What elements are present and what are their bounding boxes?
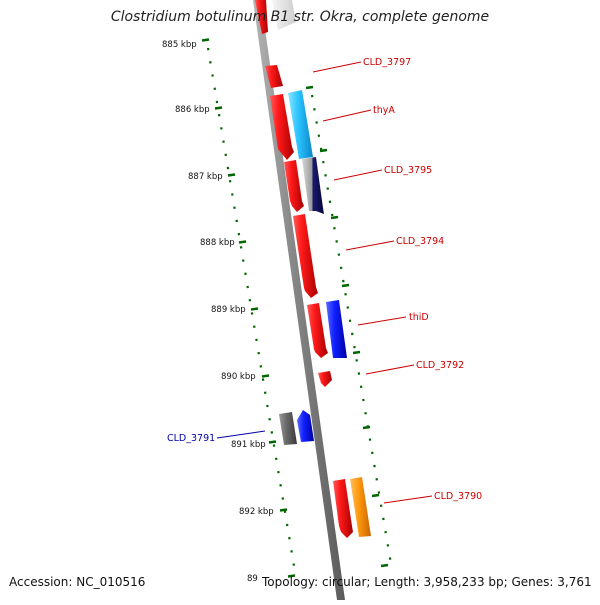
ruler-outer-tick-4 (341, 283, 350, 288)
topology-label: Topology: circular; Length: 3,958,233 bp… (262, 575, 592, 589)
ruler-outer-tick-1 (305, 85, 314, 90)
ruler-tick-893 (287, 574, 296, 578)
gene-cld3792[interactable] (318, 371, 332, 387)
ruler-label-890: 890 kbp (221, 372, 256, 382)
label-cld3790[interactable]: CLD_3790 (434, 491, 482, 502)
ruler-label-887: 887 kbp (188, 172, 223, 182)
ruler-label-892: 892 kbp (239, 507, 274, 517)
ruler-outer-tick-6 (362, 425, 371, 430)
ruler-tick-889 (250, 307, 259, 311)
ruler-label-885: 885 kbp (162, 40, 197, 50)
line-cld3792 (365, 364, 415, 375)
ruler-tick-888 (238, 240, 247, 244)
gene-cld3797[interactable] (265, 65, 283, 88)
line-cld3790 (383, 495, 433, 504)
label-thid[interactable]: thiD (409, 312, 429, 323)
ruler-label-886: 886 kbp (175, 105, 210, 115)
line-thid (357, 316, 407, 326)
ruler-outer-tick-8 (380, 563, 389, 568)
line-cld3795 (333, 169, 383, 181)
label-thya[interactable]: thyA (373, 105, 395, 116)
ruler-label-893: 89 (247, 574, 258, 584)
ruler (201, 38, 394, 578)
label-cld3797[interactable]: CLD_3797 (363, 57, 411, 68)
gene-cld3790[interactable] (333, 479, 353, 538)
ruler-outer-tick-7 (371, 493, 380, 498)
ruler-tick-890 (261, 374, 270, 378)
gene-cld3795[interactable] (284, 160, 304, 212)
genome-title: Clostridium botulinum B1 str. Okra, comp… (110, 9, 490, 25)
ruler-tick-887 (227, 173, 236, 177)
line-cld3794 (345, 240, 395, 251)
genes (265, 65, 371, 538)
gene-cld3793[interactable] (307, 303, 328, 358)
gene-thya[interactable] (288, 90, 313, 159)
ruler-outer-tick-5 (352, 350, 361, 355)
gene-labels: CLD_3797 thyA CLD_3795 CLD_3794 thiD CLD… (167, 57, 482, 502)
line-cld3797 (312, 61, 362, 73)
gene-thid[interactable] (326, 300, 347, 358)
gene-cld3791-gray[interactable] (279, 412, 297, 445)
gene-cld3796[interactable] (270, 94, 294, 160)
gene-cld3795-neighbor[interactable] (302, 157, 324, 214)
ruler-label-889: 889 kbp (211, 305, 246, 315)
ruler-outer-tick-3 (330, 215, 339, 220)
ruler-outer-tick-2 (319, 148, 328, 153)
line-cld3791 (216, 430, 266, 439)
gene-label-lines (216, 61, 433, 504)
line-thya (322, 109, 372, 122)
ruler-tick-891 (268, 440, 277, 444)
gene-cld3794[interactable] (293, 214, 318, 298)
label-cld3791[interactable]: CLD_3791 (167, 433, 215, 444)
label-cld3795[interactable]: CLD_3795 (384, 165, 432, 176)
gene-cld3790-neighbor[interactable] (350, 477, 371, 537)
gene-cld3791[interactable] (297, 410, 314, 442)
ruler-tick-885 (201, 38, 210, 42)
ruler-label-891: 891 kbp (231, 440, 266, 450)
label-cld3792[interactable]: CLD_3792 (416, 360, 464, 371)
ruler-tick-892 (279, 508, 288, 512)
gene-partial-top-gray (272, 0, 296, 30)
accession-label: Accession: NC_010516 (9, 575, 146, 589)
genome-backbone (253, 0, 345, 600)
ruler-label-888: 888 kbp (200, 238, 235, 248)
label-cld3794[interactable]: CLD_3794 (396, 236, 444, 247)
ruler-tick-886 (214, 106, 223, 110)
gene-partial-top-red (255, 0, 268, 34)
ruler-labels: 885 kbp 886 kbp 887 kbp 888 kbp 889 kbp … (162, 40, 274, 584)
